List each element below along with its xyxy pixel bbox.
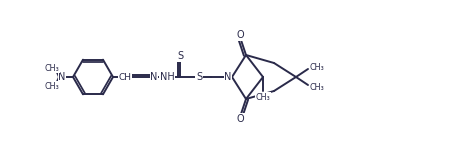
Text: S: S xyxy=(196,72,202,82)
Text: O: O xyxy=(236,114,244,124)
Text: S: S xyxy=(177,51,183,61)
Text: CH₃: CH₃ xyxy=(256,93,270,101)
Text: O: O xyxy=(236,30,244,40)
Text: NH: NH xyxy=(159,72,174,82)
Text: CH₃: CH₃ xyxy=(45,81,60,91)
Text: CH₃: CH₃ xyxy=(309,83,324,91)
Text: N: N xyxy=(150,72,158,82)
Text: CH: CH xyxy=(119,73,131,81)
Text: N: N xyxy=(59,72,66,82)
Text: CH₃: CH₃ xyxy=(309,63,324,71)
Text: CH₃: CH₃ xyxy=(45,63,60,73)
Text: N: N xyxy=(224,72,232,82)
